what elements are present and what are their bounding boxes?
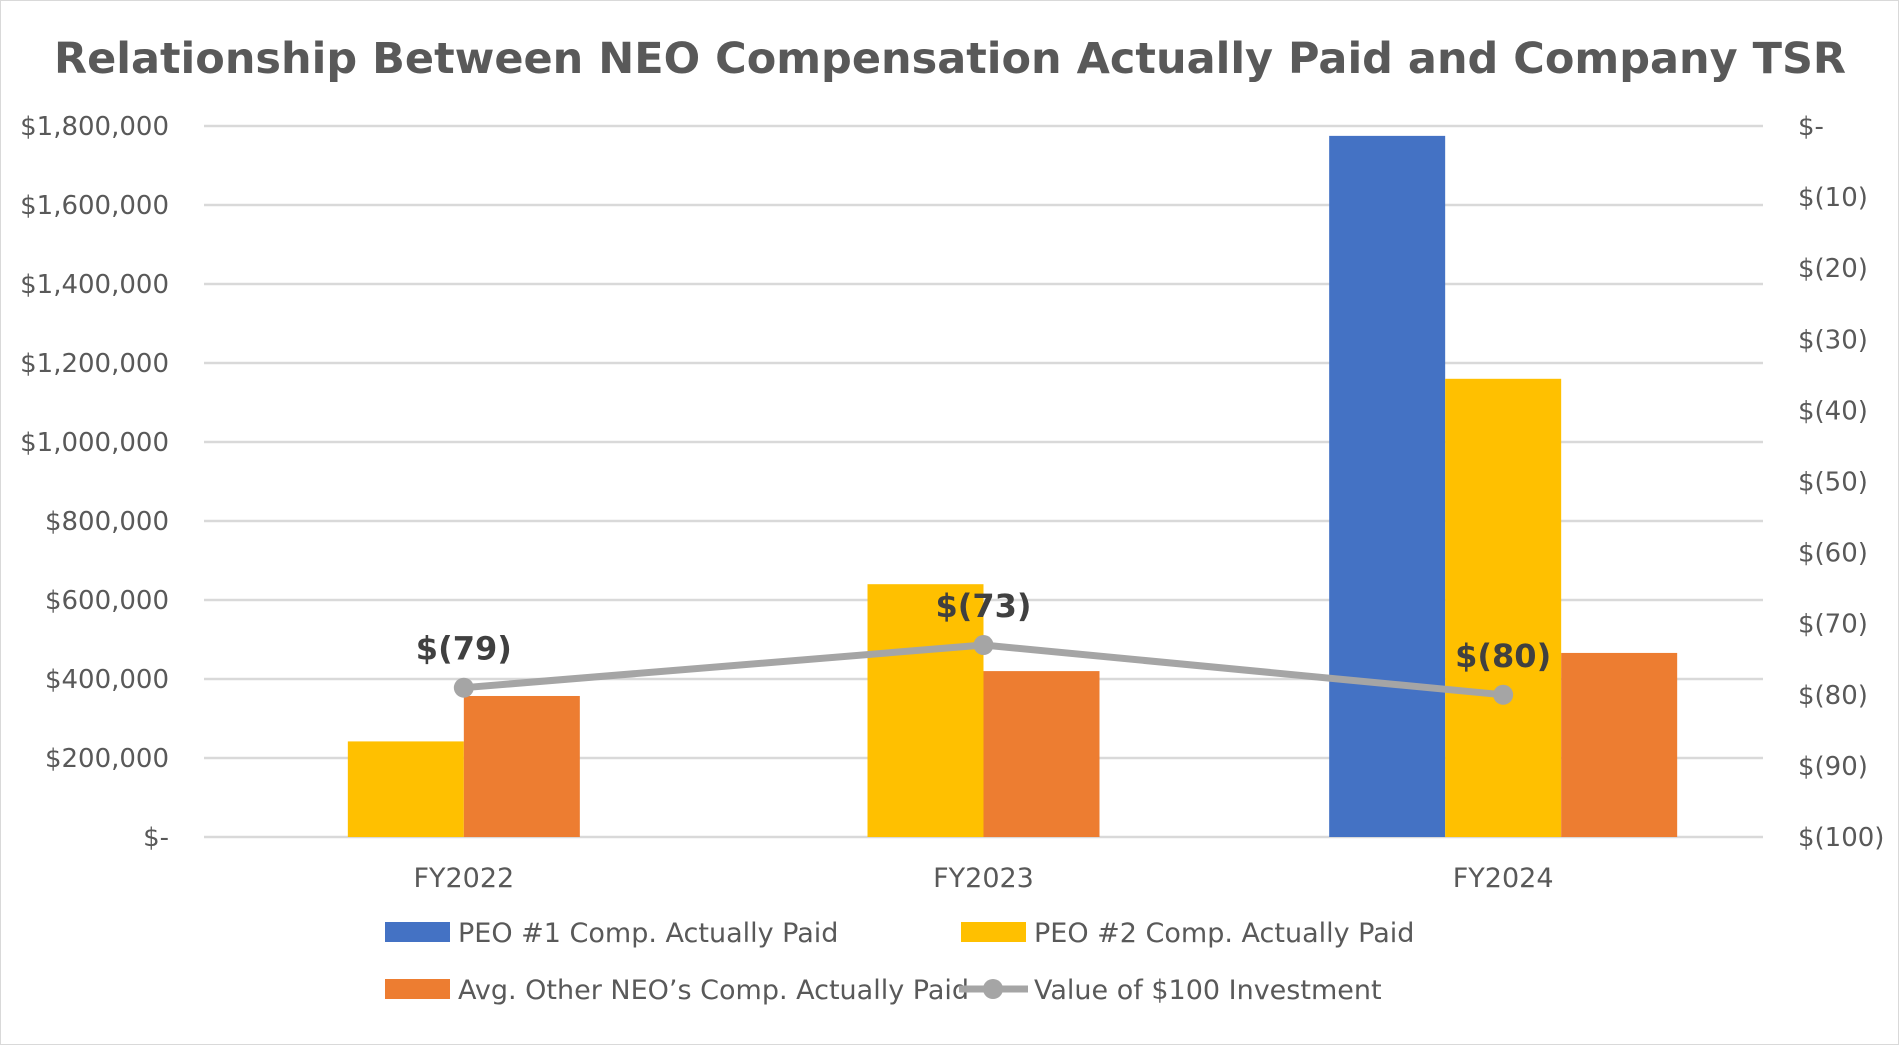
legend-label: Value of $100 Investment — [1034, 975, 1382, 1006]
right-axis-tick-label: $(90) — [1798, 752, 1868, 782]
right-axis-tick-label: $(20) — [1798, 254, 1868, 284]
left-axis-tick-label: $1,600,000 — [20, 191, 169, 221]
bar — [463, 695, 580, 837]
tsr-data-label: $(73) — [935, 587, 1031, 625]
left-axis-ticks: $- $200,000 $400,000 $600,000 $800,000 $1,000… — [20, 112, 169, 853]
bar — [1445, 378, 1562, 837]
bar — [983, 671, 1100, 837]
legend-label: PEO #2 Comp. Actually Paid — [1034, 918, 1414, 949]
right-axis-tick-label: $(70) — [1798, 610, 1868, 640]
right-axis-tick-label: $(100) — [1798, 823, 1884, 853]
right-axis-ticks: $- $(10) $(20) $(30) $(40) $(50) $(60) $(70) $(8… — [1798, 112, 1884, 853]
right-axis-tick-label: $(50) — [1798, 468, 1868, 498]
right-axis-tick-label: $(80) — [1798, 681, 1868, 711]
right-axis-tick-label: $(30) — [1798, 325, 1868, 355]
bar — [867, 584, 984, 837]
bar — [1561, 652, 1678, 837]
left-axis-tick-label: $200,000 — [45, 744, 169, 774]
category-label: FY2024 — [1453, 863, 1554, 894]
right-axis-tick-label: $- — [1798, 112, 1824, 142]
tsr-point — [973, 635, 994, 656]
tsr-point — [453, 677, 474, 698]
tsr-point — [1493, 684, 1514, 705]
legend-label: Avg. Other NEO’s Comp. Actually Paid — [458, 975, 969, 1006]
bar — [1329, 135, 1446, 837]
right-axis-tick-label: $(40) — [1798, 396, 1868, 426]
legend-swatch — [385, 922, 450, 942]
left-axis-tick-label: $- — [143, 823, 169, 853]
tsr-line-series: $(79) $(73) $(80) — [416, 587, 1551, 705]
category-labels: FY2022 FY2023 FY2024 — [413, 863, 1553, 894]
left-axis-tick-label: $1,400,000 — [20, 270, 169, 300]
bars — [347, 135, 1678, 837]
legend-swatch — [385, 979, 450, 999]
left-axis-tick-label: $600,000 — [45, 586, 169, 616]
right-axis-tick-label: $(10) — [1798, 183, 1868, 213]
bar — [347, 741, 464, 837]
right-axis-tick-label: $(60) — [1798, 539, 1868, 569]
category-label: FY2023 — [933, 863, 1034, 894]
tsr-data-label: $(79) — [416, 630, 512, 668]
left-axis-tick-label: $1,200,000 — [20, 349, 169, 379]
category-label: FY2022 — [413, 863, 514, 894]
legend: PEO #1 Comp. Actually Paid PEO #2 Comp. A… — [385, 918, 1414, 1006]
left-axis-tick-label: $1,000,000 — [20, 428, 169, 458]
tsr-data-label: $(80) — [1455, 637, 1551, 675]
left-axis-tick-label: $800,000 — [45, 507, 169, 537]
legend-marker — [983, 979, 1003, 999]
left-axis-tick-label: $1,800,000 — [20, 112, 169, 142]
left-axis-tick-label: $400,000 — [45, 665, 169, 695]
chart-title: Relationship Between NEO Compensation Ac… — [54, 34, 1846, 84]
legend-swatch — [961, 922, 1026, 942]
legend-label: PEO #1 Comp. Actually Paid — [458, 918, 838, 949]
